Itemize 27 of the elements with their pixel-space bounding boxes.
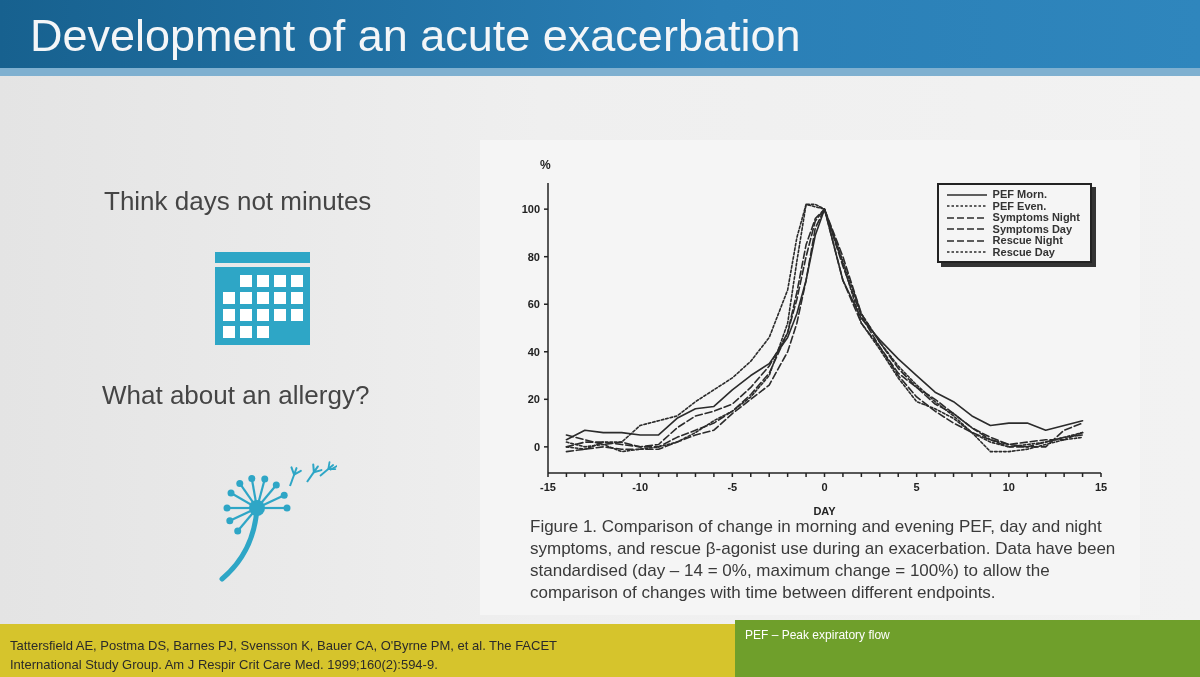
x-tick-label: -5 xyxy=(727,480,738,493)
y-tick-label: 80 xyxy=(527,250,540,263)
text: What about an allergy? xyxy=(102,380,370,411)
x-tick-label: 5 xyxy=(913,480,920,493)
legend-label: Rescue Night xyxy=(992,234,1063,247)
legend-label: Rescue Day xyxy=(992,245,1055,258)
x-tick-label: -10 xyxy=(632,480,649,493)
x-tick-label: 0 xyxy=(821,480,828,493)
chart-title: Development of an acute exacerbation xyxy=(30,10,801,62)
legend-label: PEF Even. xyxy=(992,199,1047,212)
legend-label: PEF Morn. xyxy=(992,188,1047,201)
caption: Figure 1. Comparison of change in morning and evening PEF, day and night symptoms, and rescue β-agonist use during an exacerbation. Data have been standardised (day – 14 = 0%, maximum change = 100%) to allow the comparison of changes with time between different endpoints. xyxy=(530,516,1117,604)
y-tick-label: 100 xyxy=(521,203,540,216)
y-tick-label: 0 xyxy=(533,440,540,453)
x-axis-title: DAY xyxy=(813,505,837,517)
x-tick-label: -15 xyxy=(540,480,556,493)
y-tick-label: 40 xyxy=(527,345,540,358)
x-tick-label: 15 xyxy=(1094,480,1108,493)
legend-label: Symptoms Night xyxy=(992,211,1080,224)
text: Think days not minutes xyxy=(104,186,372,217)
text: Tattersfield AE, Postma DS, Barnes PJ, Svensson K, Bauer CA, O'Byrne PM, et al. The FACET International Study Group. Am J Respir Crit Care Med. 1999;160(2):594-9. xyxy=(10,637,558,674)
y-tick-label: 20 xyxy=(527,393,540,406)
y-tick-label: 60 xyxy=(527,298,540,311)
y-axis-title: % xyxy=(540,158,551,172)
text: PEF – Peak expiratory flow xyxy=(745,628,890,642)
legend-label: Symptoms Day xyxy=(992,222,1073,235)
x-tick-label: 10 xyxy=(1002,480,1015,493)
